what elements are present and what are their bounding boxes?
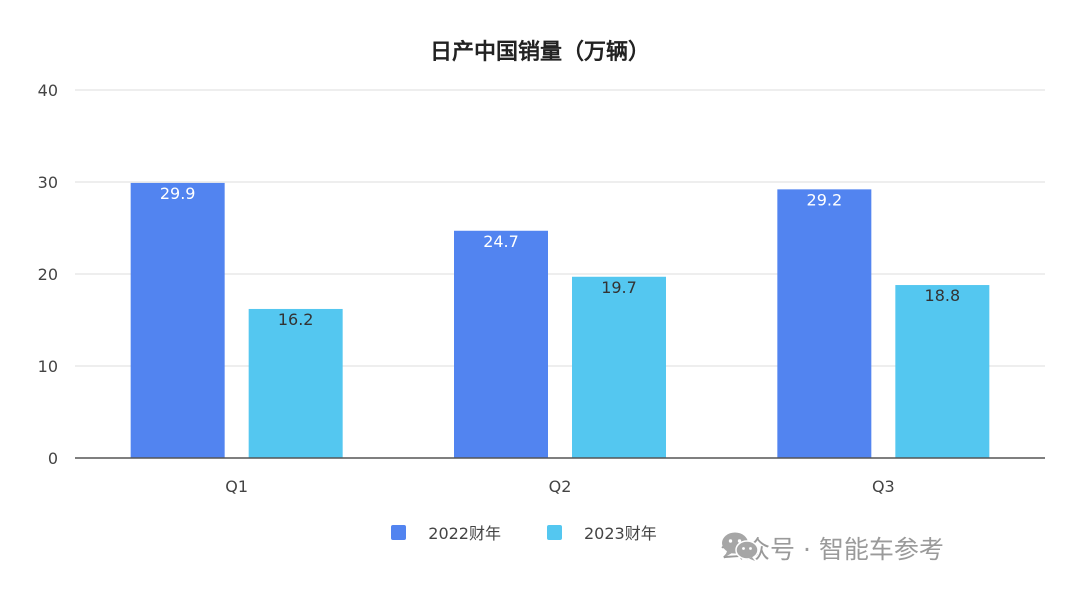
x-tick-label: Q2 xyxy=(549,477,572,496)
bar xyxy=(248,308,343,458)
bar xyxy=(777,189,872,459)
y-tick-label: 0 xyxy=(48,449,58,468)
wechat-icon xyxy=(722,532,759,561)
legend-label-2022: 2022财年 xyxy=(428,524,501,543)
legend-item-2022[interactable]: 2022财年 xyxy=(391,520,501,544)
y-tick-label: 30 xyxy=(38,173,58,192)
legend-item-2023[interactable]: 2023财年 xyxy=(547,520,657,544)
data-label: 29.9 xyxy=(160,184,196,203)
y-tick-label: 10 xyxy=(38,357,58,376)
chart-title: 日产中国销量（万辆） xyxy=(429,40,650,65)
bar xyxy=(572,276,666,458)
legend-swatch-2022 xyxy=(391,524,407,540)
chart-legend: 2022财年 2023财年 xyxy=(0,517,1080,547)
watermark: 公众号 · 智能车参考 xyxy=(720,530,944,566)
data-label: 18.8 xyxy=(925,286,961,305)
data-label: 29.2 xyxy=(807,190,843,209)
x-tick-label: Q3 xyxy=(872,477,895,496)
legend-swatch-2023 xyxy=(547,524,562,540)
legend-label-2023: 2023财年 xyxy=(584,524,657,543)
y-tick-label: 20 xyxy=(38,265,58,284)
data-label: 19.7 xyxy=(601,278,637,297)
x-tick-label: Q1 xyxy=(225,477,248,496)
bar xyxy=(895,285,990,458)
data-label: 16.2 xyxy=(278,310,314,329)
y-tick-label: 40 xyxy=(38,81,58,100)
data-label: 24.7 xyxy=(483,232,519,251)
bar xyxy=(130,182,225,459)
bar xyxy=(454,230,548,458)
